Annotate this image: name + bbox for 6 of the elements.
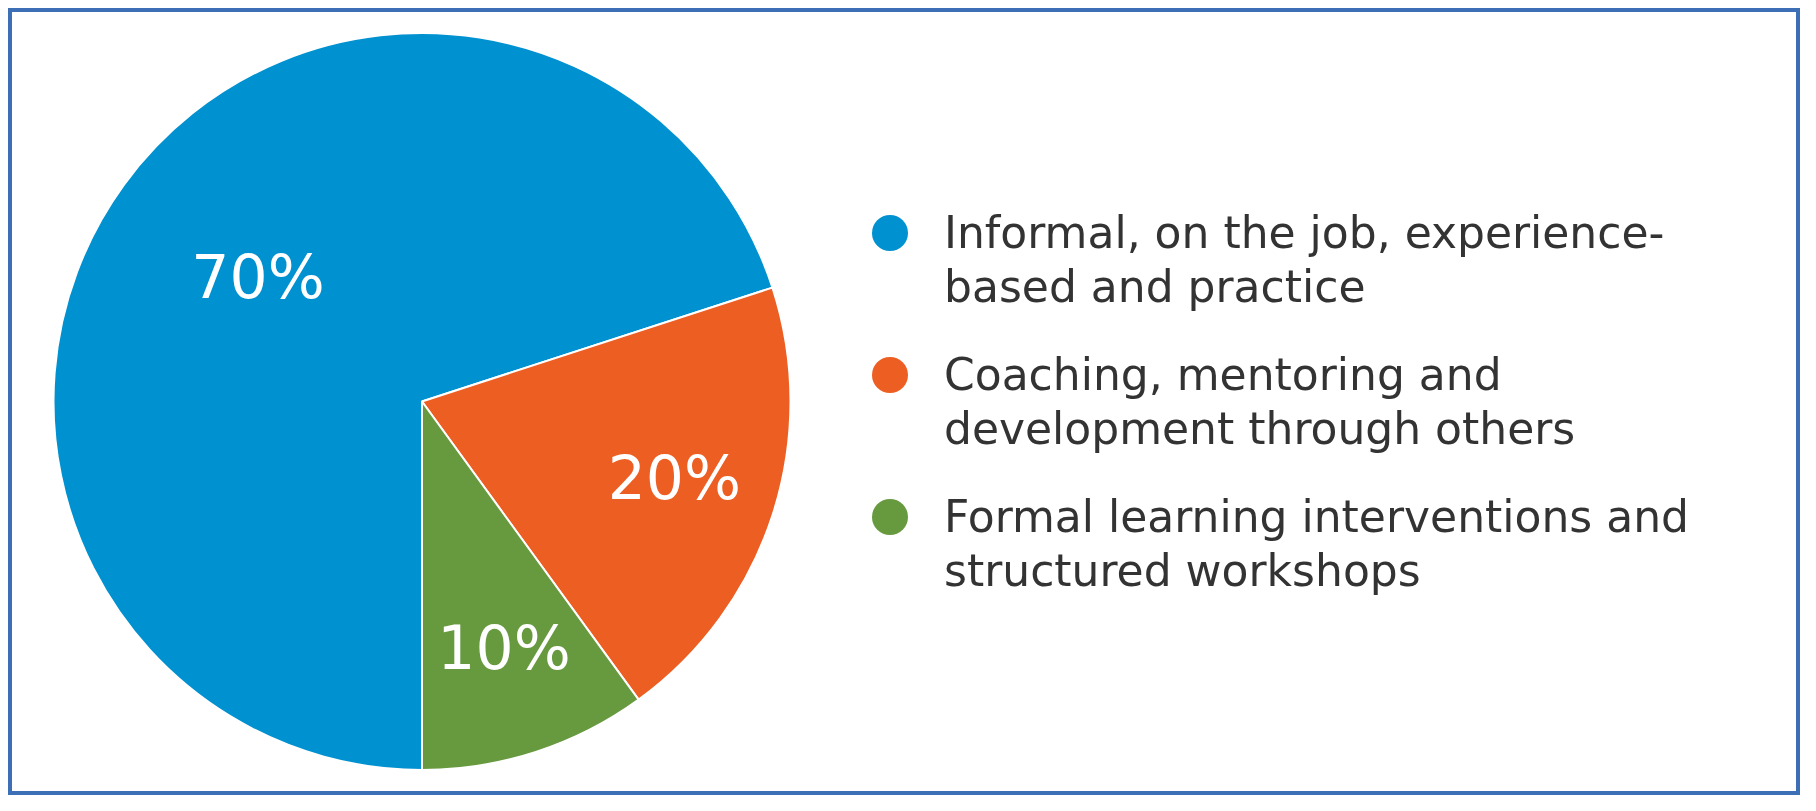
legend-label: Informal, on the job, experience-based and practice <box>944 205 1666 314</box>
legend-label: Formal learning interventions and structured workshops <box>944 489 1690 598</box>
legend-label: Coaching, mentoring and development through others <box>944 347 1577 456</box>
data-label: 10% <box>437 613 571 684</box>
data-label: 20% <box>607 443 742 514</box>
data-label: 70% <box>191 241 325 312</box>
